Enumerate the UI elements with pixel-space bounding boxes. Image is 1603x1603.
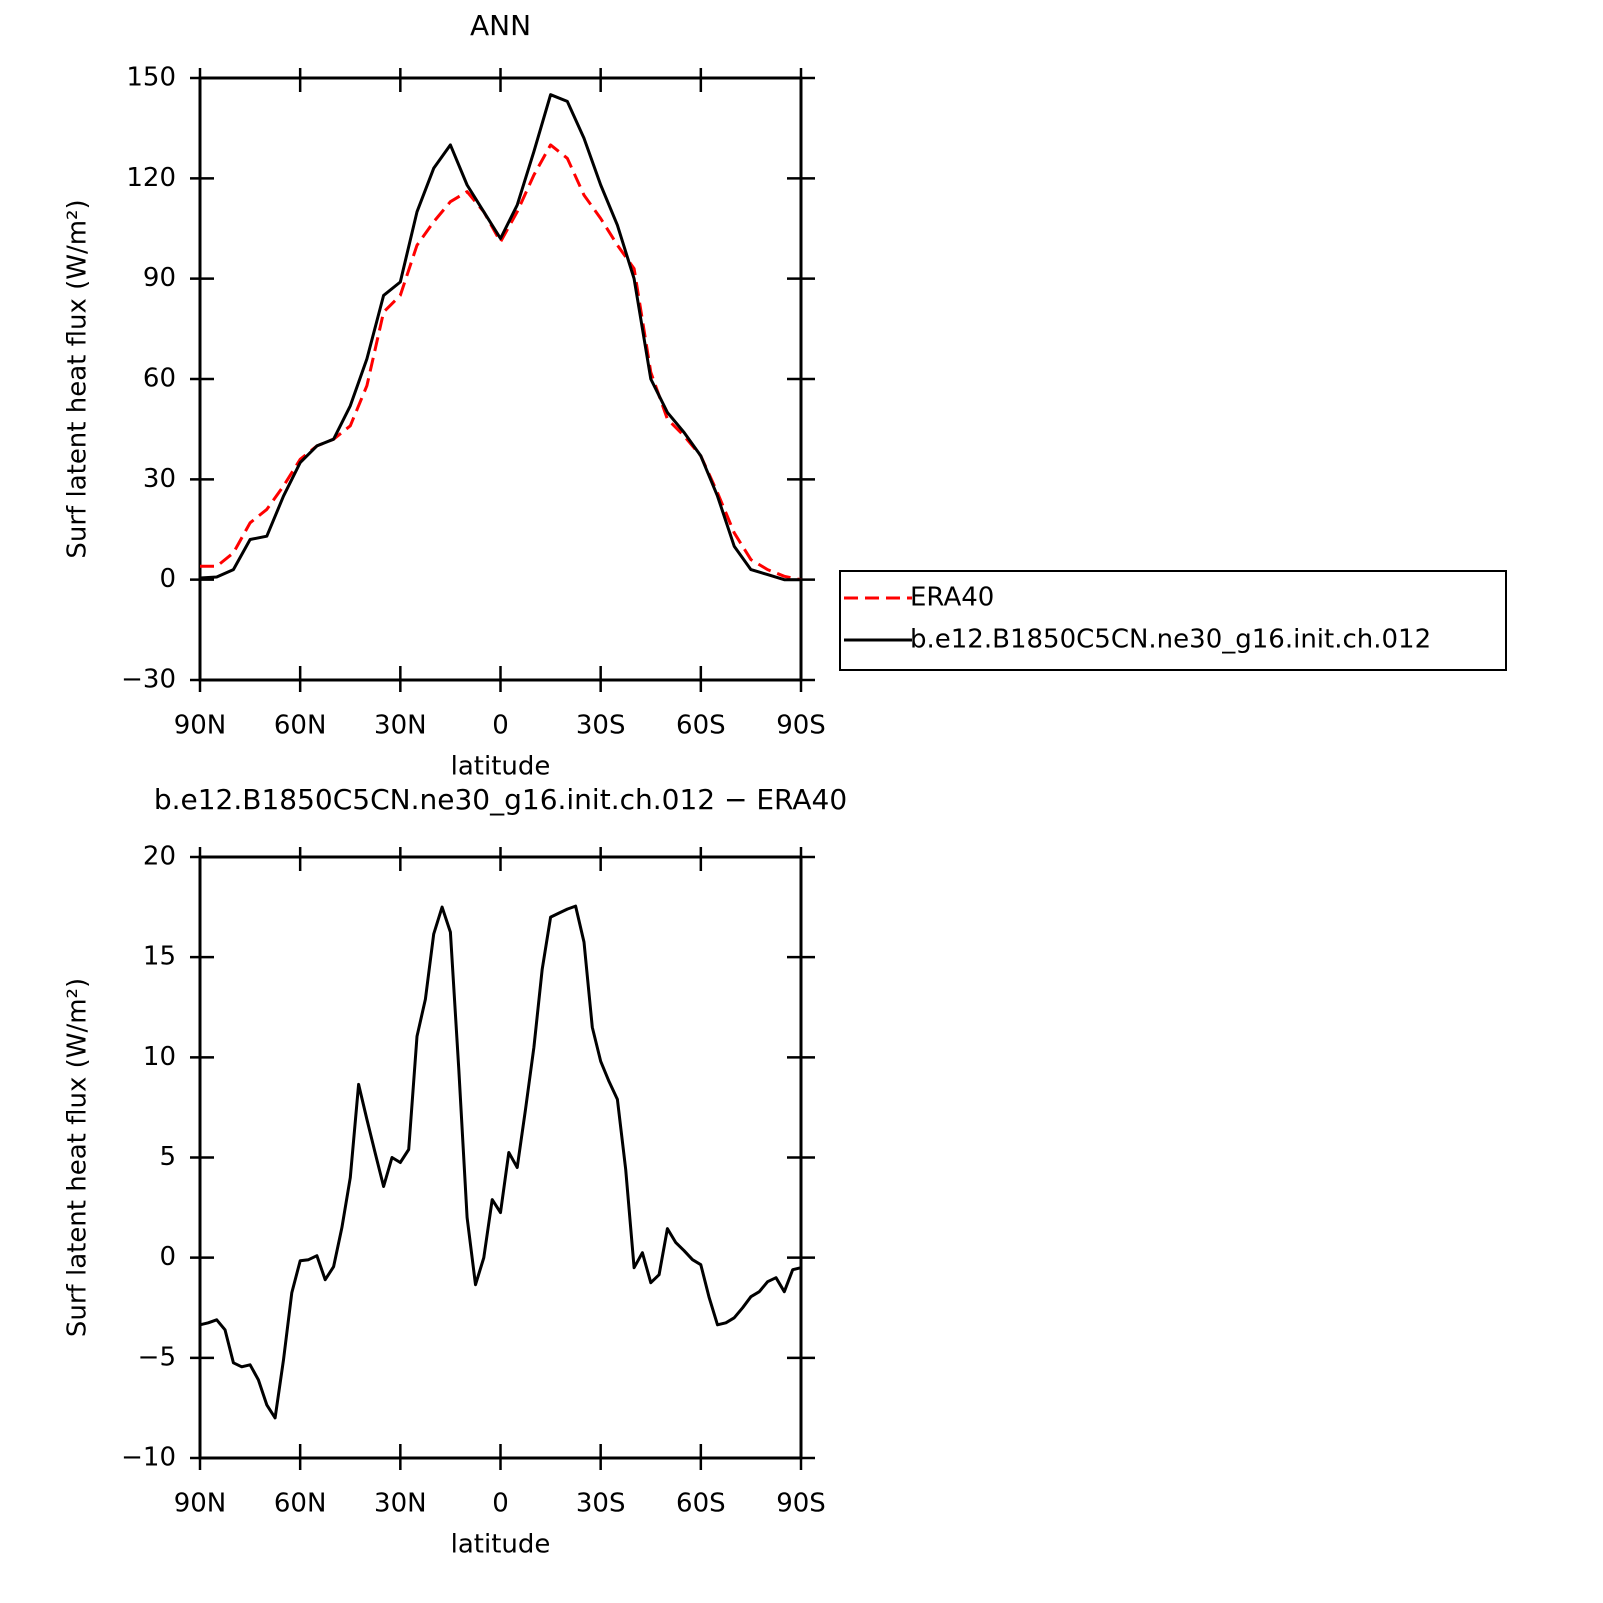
y-tick-label: −30 [121, 665, 176, 695]
chart-title: ANN [470, 9, 531, 42]
x-tick-label: 60N [274, 1489, 327, 1519]
x-tick-label: 30N [374, 711, 427, 741]
x-tick-label: 90N [174, 1489, 227, 1519]
x-axis-label: latitude [451, 752, 551, 782]
y-tick-label: 120 [126, 163, 176, 193]
y-tick-label: 60 [143, 364, 176, 394]
x-tick-label: 0 [492, 1489, 509, 1519]
y-tick-label: 150 [126, 63, 176, 93]
x-tick-label: 30S [576, 1489, 626, 1519]
data-line [199, 904, 802, 1420]
x-tick-label: 60S [676, 711, 726, 741]
y-tick-label: 5 [159, 1142, 176, 1172]
y-tick-label: 10 [143, 1042, 176, 1072]
legend-box [839, 570, 1507, 671]
y-tick-label: 0 [159, 564, 176, 594]
x-tick-label: 60N [274, 711, 327, 741]
y-tick-label: −10 [121, 1443, 176, 1473]
y-tick-label: 15 [143, 942, 176, 972]
plot-frame [198, 76, 803, 682]
data-line [200, 143, 802, 582]
data-line [199, 93, 801, 582]
x-tick-label: 30N [374, 1489, 427, 1519]
chart-title: b.e12.B1850C5CN.ne30_g16.init.ch.012 − E… [154, 783, 847, 816]
legend-label: b.e12.B1850C5CN.ne30_g16.init.ch.012 [910, 625, 1431, 655]
y-axis-label: Surf latent heat flux (W/m²) [63, 978, 93, 1337]
x-tick-label: 90S [776, 711, 826, 741]
x-axis-label: latitude [451, 1530, 551, 1560]
y-tick-label: 30 [143, 464, 176, 494]
y-tick-label: 0 [159, 1242, 176, 1272]
legend-label: ERA40 [910, 583, 994, 613]
y-tick-label: 20 [143, 842, 176, 872]
y-tick-label: 90 [143, 263, 176, 293]
x-tick-label: 30S [576, 711, 626, 741]
x-tick-label: 0 [492, 711, 509, 741]
plot-frame [198, 855, 803, 1460]
y-tick-label: −5 [138, 1342, 176, 1372]
x-tick-label: 90N [174, 711, 227, 741]
x-tick-label: 60S [676, 1489, 726, 1519]
y-axis-label: Surf latent heat flux (W/m²) [63, 199, 93, 558]
x-tick-label: 90S [776, 1489, 826, 1519]
